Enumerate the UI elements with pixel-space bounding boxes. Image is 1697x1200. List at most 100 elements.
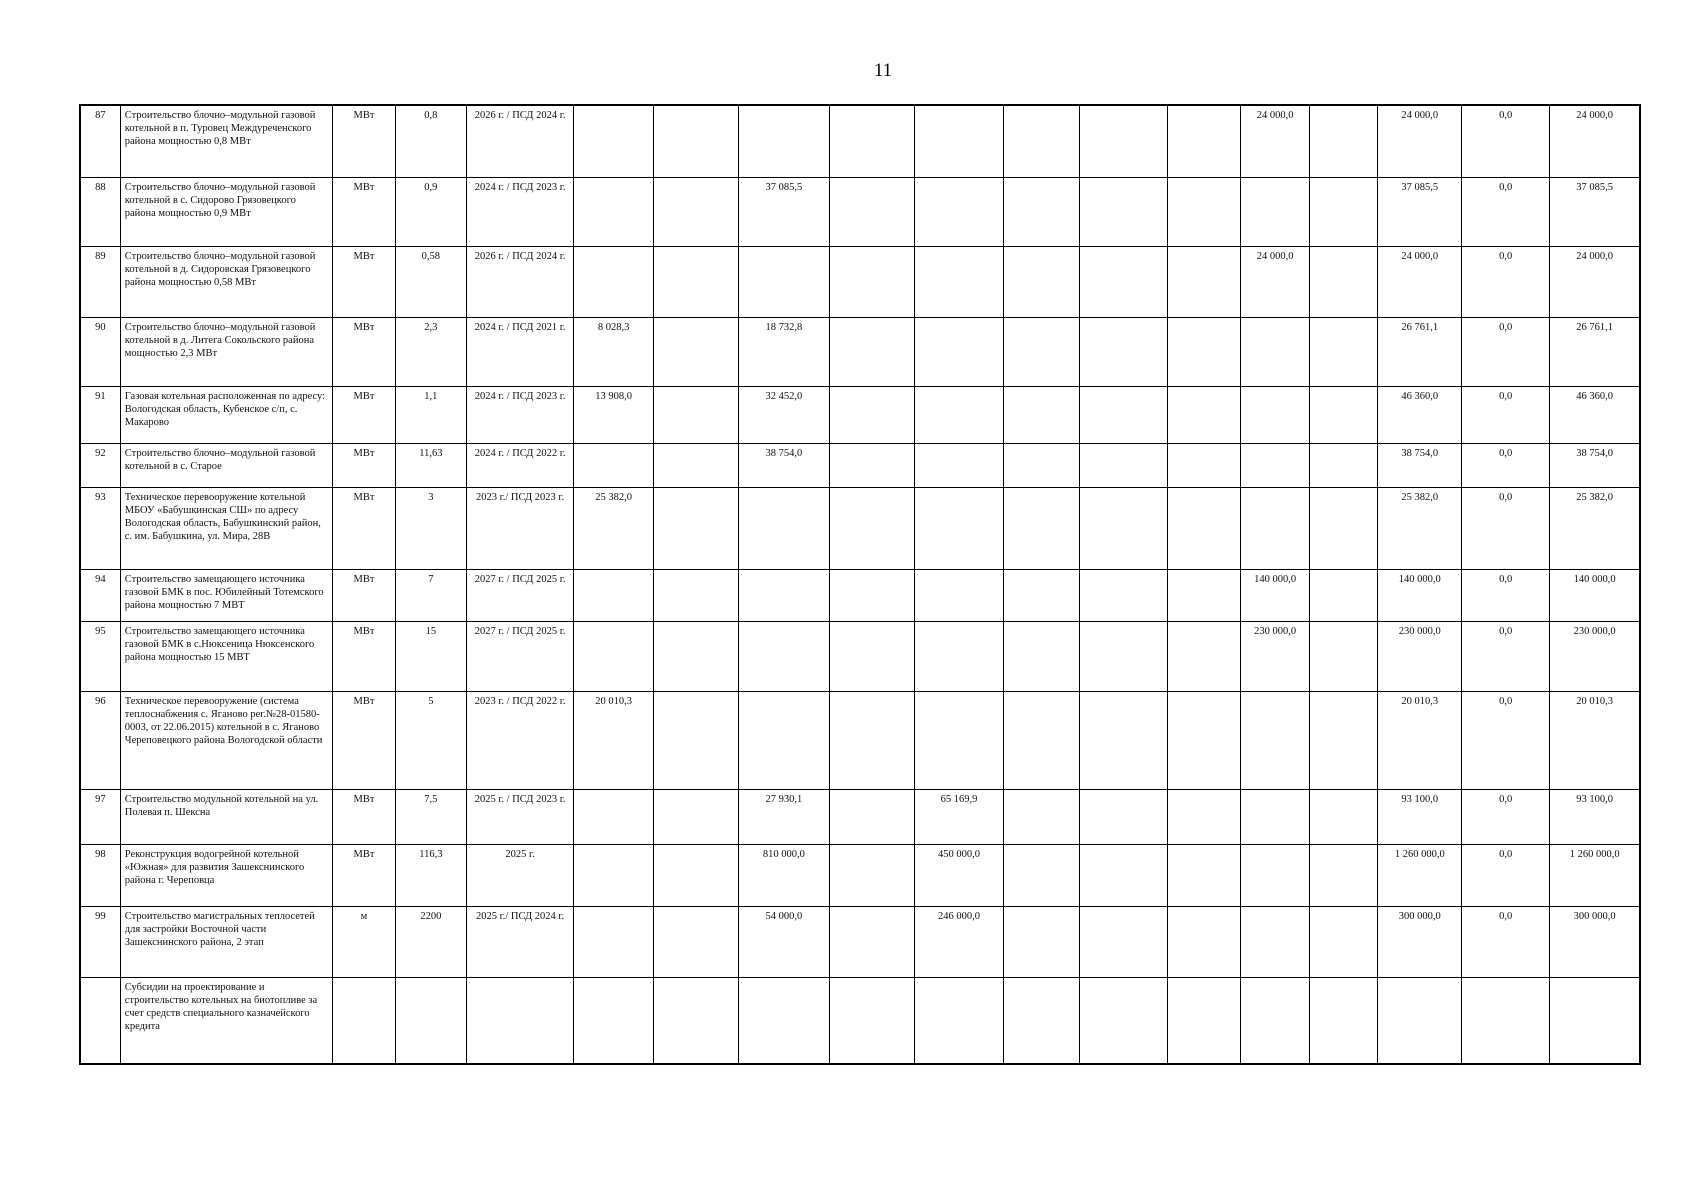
table-cell: 300 000,0 [1549, 905, 1641, 978]
table-cell [829, 245, 915, 318]
table-cell: 0,58 [395, 245, 467, 318]
table-cell [913, 976, 1005, 1065]
table-cell [1167, 176, 1242, 247]
table-cell [913, 568, 1005, 622]
table-cell: МВт [331, 568, 397, 622]
table-cell [829, 788, 915, 845]
table-cell: 0,9 [395, 176, 467, 247]
table-cell: 97 [79, 788, 121, 845]
table-row: 87 Строительство блочно–модульной газовой… [79, 104, 1641, 178]
table-cell [829, 316, 915, 387]
table-cell: МВт [331, 620, 397, 692]
table-cell [573, 976, 654, 1065]
table-cell [1308, 176, 1379, 247]
table-row: 93 Техническое перевооружение котельной М… [79, 486, 1641, 570]
table-cell [652, 176, 739, 247]
table-cell: 26 761,1 [1549, 316, 1641, 387]
table-cell: Строительство магистральных теплосетей д… [119, 905, 333, 978]
table-cell: 2024 г. / ПСД 2023 г. [465, 176, 575, 247]
table-cell: 25 382,0 [1549, 486, 1641, 570]
table-cell: 89 [79, 245, 121, 318]
table-cell: Строительство замещающего источника газо… [119, 568, 333, 622]
table-cell [829, 486, 915, 570]
table-cell [1240, 843, 1310, 907]
table-cell: МВт [331, 316, 397, 387]
table-cell: 230 000,0 [1240, 620, 1310, 692]
table-cell [1461, 976, 1551, 1065]
table-cell [1003, 976, 1081, 1065]
table-cell: 0,0 [1461, 568, 1551, 622]
table-cell: МВт [331, 486, 397, 570]
table-cell: 95 [79, 620, 121, 692]
table-cell [652, 486, 739, 570]
table-cell [737, 104, 831, 178]
table-row: 91 Газовая котельная расположенная по адр… [79, 385, 1641, 444]
table-cell: 246 000,0 [913, 905, 1005, 978]
table-cell: 116,3 [395, 843, 467, 907]
table-cell: 8 028,3 [573, 316, 654, 387]
table-cell [1079, 104, 1169, 178]
table-cell: МВт [331, 176, 397, 247]
table-cell [913, 316, 1005, 387]
table-cell [1240, 690, 1310, 790]
table-cell [1079, 486, 1169, 570]
table-cell [1167, 690, 1242, 790]
table-cell [913, 245, 1005, 318]
table-cell: 15 [395, 620, 467, 692]
table-cell [1003, 568, 1081, 622]
table-cell: 2024 г. / ПСД 2023 г. [465, 385, 575, 444]
table-cell: 38 754,0 [737, 442, 831, 488]
table-cell [1167, 843, 1242, 907]
table-cell [1549, 976, 1641, 1065]
table-cell [1003, 245, 1081, 318]
table-cell: 2027 г. / ПСД 2025 г. [465, 620, 575, 692]
table-cell: 32 452,0 [737, 385, 831, 444]
table-cell: 99 [79, 905, 121, 978]
table-cell: 0,0 [1461, 385, 1551, 444]
table-row: 94 Строительство замещающего источника га… [79, 568, 1641, 622]
table-cell: 2200 [395, 905, 467, 978]
table-cell [1240, 385, 1310, 444]
table-cell [1167, 486, 1242, 570]
table-cell: 0,0 [1461, 620, 1551, 692]
table-cell: Реконструкция водогрейной котельной «Южн… [119, 843, 333, 907]
table-cell: 20 010,3 [573, 690, 654, 790]
table-cell [573, 843, 654, 907]
table-cell: 2027 г. / ПСД 2025 г. [465, 568, 575, 622]
table-cell [829, 843, 915, 907]
table-cell [1240, 976, 1310, 1065]
table-cell: МВт [331, 843, 397, 907]
table-cell: 25 382,0 [1377, 486, 1463, 570]
table-cell [1167, 104, 1242, 178]
table-cell [913, 620, 1005, 692]
data-table: 87 Строительство блочно–модульной газовой… [79, 104, 1642, 1065]
table-cell: 810 000,0 [737, 843, 831, 907]
table-cell [573, 905, 654, 978]
table-cell: 2023 г./ ПСД 2023 г. [465, 486, 575, 570]
table-cell: Строительство блочно–модульной газовой к… [119, 245, 333, 318]
table-cell [573, 620, 654, 692]
table-cell [1308, 245, 1379, 318]
table-cell: 24 000,0 [1549, 104, 1641, 178]
table-cell [1003, 788, 1081, 845]
table-cell [1003, 104, 1081, 178]
table-cell: 93 [79, 486, 121, 570]
table-cell [1079, 690, 1169, 790]
table-cell: 1 260 000,0 [1549, 843, 1641, 907]
table-cell [737, 976, 831, 1065]
table-cell: 37 085,5 [737, 176, 831, 247]
table-cell [573, 568, 654, 622]
table-cell: 94 [79, 568, 121, 622]
table-cell [1079, 788, 1169, 845]
table-cell [1308, 385, 1379, 444]
table-cell: 230 000,0 [1377, 620, 1463, 692]
table-cell: 3 [395, 486, 467, 570]
table-cell [79, 976, 121, 1065]
table-cell: 38 754,0 [1377, 442, 1463, 488]
table-cell [1308, 788, 1379, 845]
table-row: 90 Строительство блочно–модульной газовой… [79, 316, 1641, 387]
table-cell: Строительство модульной котельной на ул.… [119, 788, 333, 845]
table-cell [913, 104, 1005, 178]
table-cell: МВт [331, 245, 397, 318]
table-cell [1308, 568, 1379, 622]
